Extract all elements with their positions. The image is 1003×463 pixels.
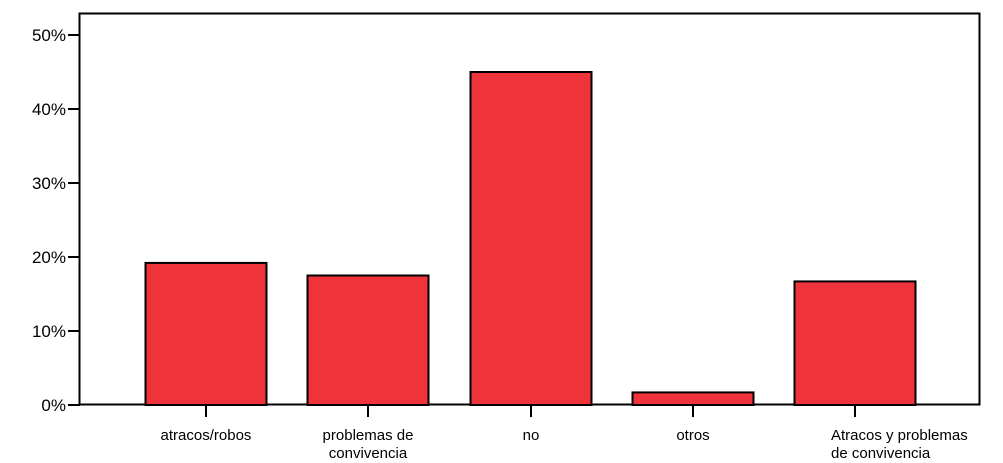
y-tick-label: 0% [41,396,66,415]
bar [631,391,755,407]
bar [469,71,593,406]
y-tick-label: 10% [32,322,66,341]
y-tick-label: 40% [32,100,66,119]
bar [793,280,917,407]
bar [144,261,268,407]
y-tick-label: 50% [32,26,66,45]
x-tick-label: otros [676,427,709,444]
bars [144,71,917,407]
x-tick-label: no [523,427,540,444]
x-tick-label: Atracos y problemas de convivencia [831,427,968,462]
y-tick-label: 30% [32,174,66,193]
x-axis: atracos/robos problemas de convivencia no ot… [161,405,968,462]
bar [306,274,430,406]
x-tick-label: atracos/robos [161,427,252,444]
y-axis: 0% 10% 20% 30% 40% 50% [32,26,80,415]
x-tick-label: problemas de convivencia [323,427,414,462]
y-tick-label: 20% [32,248,66,267]
